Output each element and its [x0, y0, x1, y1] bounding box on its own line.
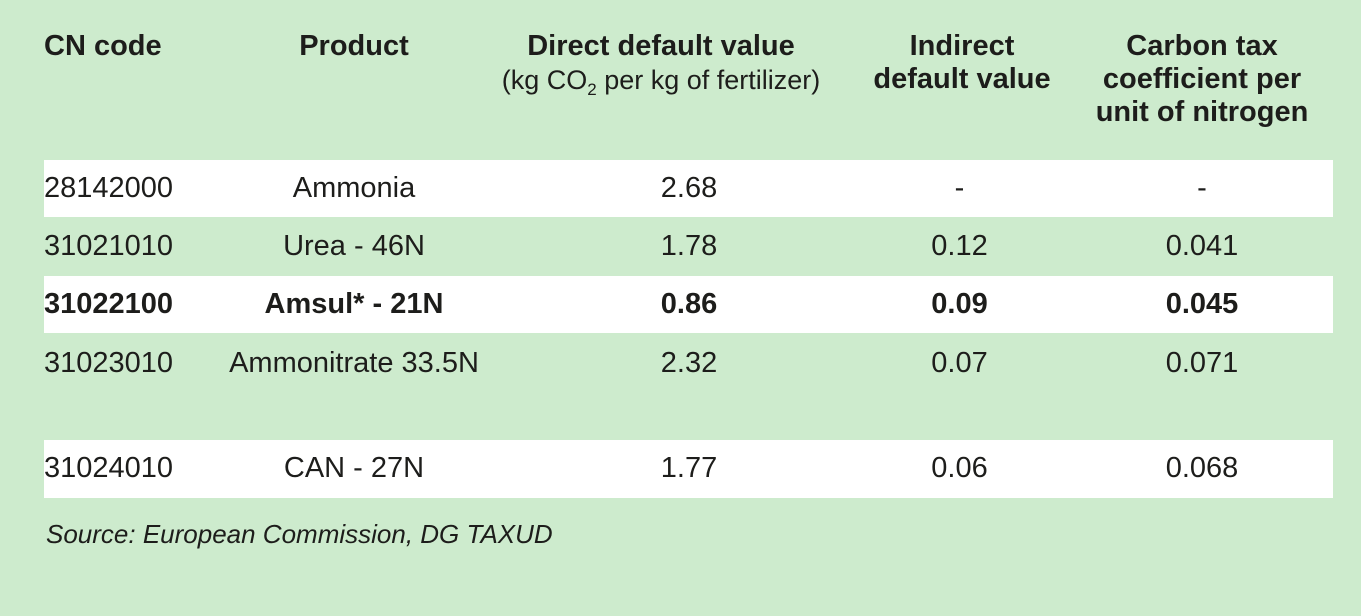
cell-product: CAN - 27N — [283, 452, 425, 484]
cell-direct: 0.86 — [660, 288, 718, 320]
header-indirect-default-value: Indirect default value — [873, 30, 1051, 95]
cell-indirect: 0.07 — [931, 347, 988, 379]
cell-indirect: 0.12 — [931, 230, 988, 262]
cell-indirect: 0.09 — [931, 288, 988, 320]
cell-cn-code: 31023010 — [44, 347, 174, 379]
cell-indirect: - — [954, 172, 965, 204]
cell-direct: 1.78 — [660, 230, 718, 262]
cell-carbon: 0.045 — [1165, 288, 1239, 320]
cell-carbon: - — [1197, 172, 1207, 204]
table-row-highlighted: 31022100 Amsul* - 21N 0.86 0.09 0.045 — [44, 276, 1333, 333]
cell-product: Amsul* - 21N — [264, 288, 444, 320]
table-row: 31023010 Ammonitrate 33.5N 2.32 0.07 0.0… — [44, 333, 1333, 440]
cell-indirect: 0.06 — [931, 452, 988, 484]
cell-product: Urea - 46N — [283, 230, 425, 262]
cell-cn-code: 28142000 — [44, 172, 174, 204]
cell-cn-code: 31021010 — [44, 230, 174, 262]
table-row: 31021010 Urea - 46N 1.78 0.12 0.041 — [44, 217, 1333, 276]
cell-carbon: 0.068 — [1165, 452, 1239, 484]
cell-direct: 1.77 — [660, 452, 718, 484]
cell-carbon: 0.071 — [1165, 347, 1239, 379]
header-carbon-tax-coefficient: Carbon tax coefficient per unit of nitro… — [1095, 30, 1309, 128]
cell-direct: 2.68 — [660, 172, 718, 204]
header-direct-unit: (kg CO2 per kg of fertilizer) — [501, 65, 821, 99]
cell-product: Ammonia — [292, 172, 416, 204]
table-row: 31024010 CAN - 27N 1.77 0.06 0.068 — [44, 440, 1333, 498]
cell-cn-code: 31022100 — [44, 288, 174, 320]
header-direct-default-value: Direct default value (kg CO2 per kg of f… — [461, 30, 861, 99]
header-product-label: Product — [299, 30, 409, 62]
header-direct-title: Direct default value — [527, 30, 795, 62]
cell-carbon: 0.041 — [1165, 230, 1239, 262]
cell-direct: 2.32 — [660, 347, 718, 379]
cell-product: Ammonitrate 33.5N — [229, 347, 479, 379]
source-note: Source: European Commission, DG TAXUD — [46, 519, 553, 549]
header-product: Product — [234, 30, 474, 63]
table-row: 28142000 Ammonia 2.68 - - — [44, 160, 1333, 217]
header-cn-code-label: CN code — [44, 30, 162, 62]
cell-cn-code: 31024010 — [44, 452, 174, 484]
header-cn-code: CN code — [44, 30, 162, 63]
